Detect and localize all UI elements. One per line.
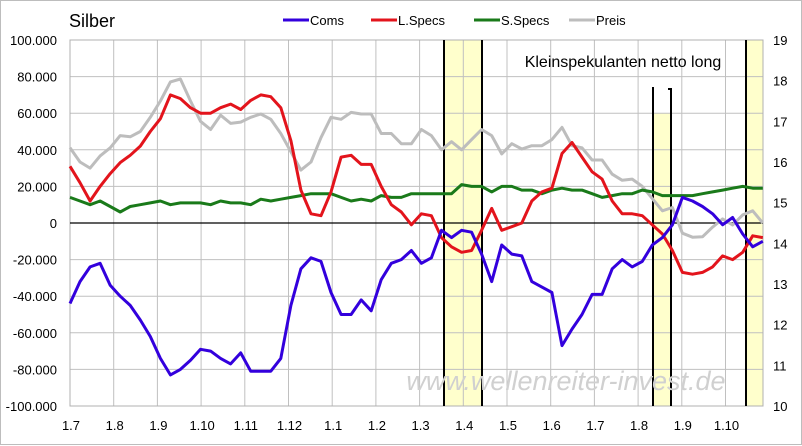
legend-label: Preis: [596, 13, 626, 28]
y-right-tick-label: 15: [773, 196, 787, 211]
legend: Coms L.Specs S.Specs Preis: [283, 13, 626, 28]
y-left-tick-label: -100.000: [6, 399, 57, 414]
x-tick-label: 1.4: [455, 418, 473, 433]
x-tick-label: 1.6: [543, 418, 561, 433]
y-left-tick-label: -60.000: [13, 326, 57, 341]
y-left-tick-label: 40.000: [17, 143, 57, 158]
y-left-tick-label: -80.000: [13, 362, 57, 377]
y-right-tick-label: 17: [773, 114, 787, 129]
y-left-tick-label: -40.000: [13, 289, 57, 304]
legend-label: Coms: [310, 13, 344, 28]
y-left-tick-label: 0: [50, 216, 57, 231]
x-tick-label: 1.5: [499, 418, 517, 433]
x-tick-label: 1.12: [277, 418, 302, 433]
y-left-tick-label: 60.000: [17, 106, 57, 121]
y-right-tick-label: 19: [773, 33, 787, 48]
x-tick-label: 1.9: [149, 418, 167, 433]
x-tick-label: 1.2: [368, 418, 386, 433]
x-tick-label: 1.7: [586, 418, 604, 433]
axes: 100.000 80.000 60.000 40.000 20.000 0 -20.000 -…: [6, 33, 788, 433]
legend-label: S.Specs: [501, 13, 550, 28]
watermark: www.wellenreiter-invest.de: [406, 366, 725, 396]
x-tick-label: 1.9: [674, 418, 692, 433]
series-line-l-specs: [68, 93, 764, 276]
x-tick-label: 1.10: [189, 418, 214, 433]
y-right-tick-label: 18: [773, 74, 787, 89]
x-tick-label: 1.11: [234, 418, 258, 433]
y-left-tick-label: 20.000: [17, 179, 57, 194]
x-tick-label: 1.8: [106, 418, 124, 433]
y-right-tick-label: 10: [773, 399, 787, 414]
gridlines: [69, 39, 764, 407]
x-tick-label: 1.8: [630, 418, 648, 433]
series-line-s-specs: [69, 183, 763, 214]
y-left-tick-label: -20.000: [13, 253, 57, 268]
x-tick-label: 1.7: [62, 418, 80, 433]
x-tick-label: 1.1: [324, 418, 342, 433]
y-right-tick-label: 14: [773, 236, 787, 251]
y-right-tick-label: 11: [773, 358, 787, 373]
chart-title: Silber: [69, 11, 115, 31]
x-tick-label: 1.3: [412, 418, 430, 433]
legend-label: L.Specs: [398, 13, 445, 28]
y-right-tick-label: 12: [773, 318, 787, 333]
annotation-label: Kleinspekulanten netto long: [525, 54, 722, 71]
x-tick-label: 1.10: [714, 418, 739, 433]
y-left-tick-label: 100.000: [10, 33, 57, 48]
y-right-tick-label: 13: [773, 277, 787, 292]
y-left-tick-label: 80.000: [17, 70, 57, 85]
series-line-coms: [68, 195, 764, 377]
series-lines: [68, 77, 764, 377]
y-right-tick-label: 16: [773, 155, 787, 170]
